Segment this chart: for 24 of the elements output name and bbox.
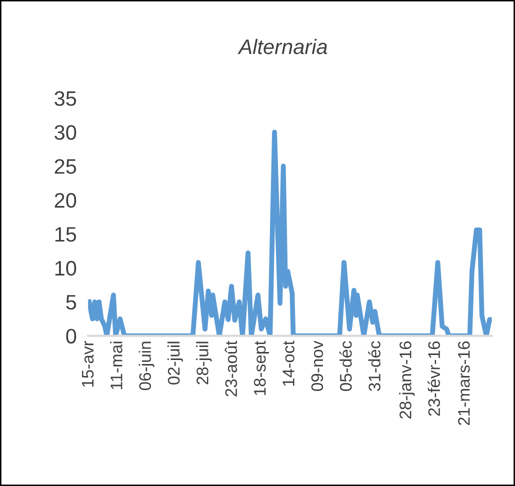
x-tick-label: 06-juin	[138, 342, 154, 390]
x-tick-label: 02-juil	[167, 342, 183, 384]
x-tick-label: 18-sept	[254, 340, 270, 395]
y-tick-label: 35	[54, 91, 76, 106]
y-tick-label: 15	[55, 227, 76, 242]
y-tick-label: 30	[54, 125, 76, 140]
x-tick-label: 21-mars-16	[458, 341, 470, 426]
chart-title: Alternaria	[238, 38, 328, 54]
x-tick-label: 23-févr-16	[428, 341, 440, 416]
x-tick-label: 28-janv-16	[399, 341, 415, 419]
x-tick-label: 09-nov	[311, 340, 324, 391]
x-tick-label: 15-avr	[82, 340, 94, 387]
y-tick-label: 0	[66, 328, 76, 344]
x-tick-label: 14-oct	[282, 340, 294, 386]
x-tick-label: 11-mai	[110, 342, 122, 390]
x-tick-label: 28-juil	[196, 342, 212, 384]
line-series	[88, 130, 492, 336]
x-tick-label: 05-déc	[339, 341, 352, 391]
y-tick-label: 20	[54, 193, 76, 208]
y-tick-label: 25	[54, 159, 76, 174]
x-tick-label: 31-déc	[368, 341, 380, 392]
x-tick-label: 23-août	[224, 340, 238, 396]
y-tick-label: 10	[55, 260, 76, 276]
y-tick-label: 5	[66, 295, 76, 310]
